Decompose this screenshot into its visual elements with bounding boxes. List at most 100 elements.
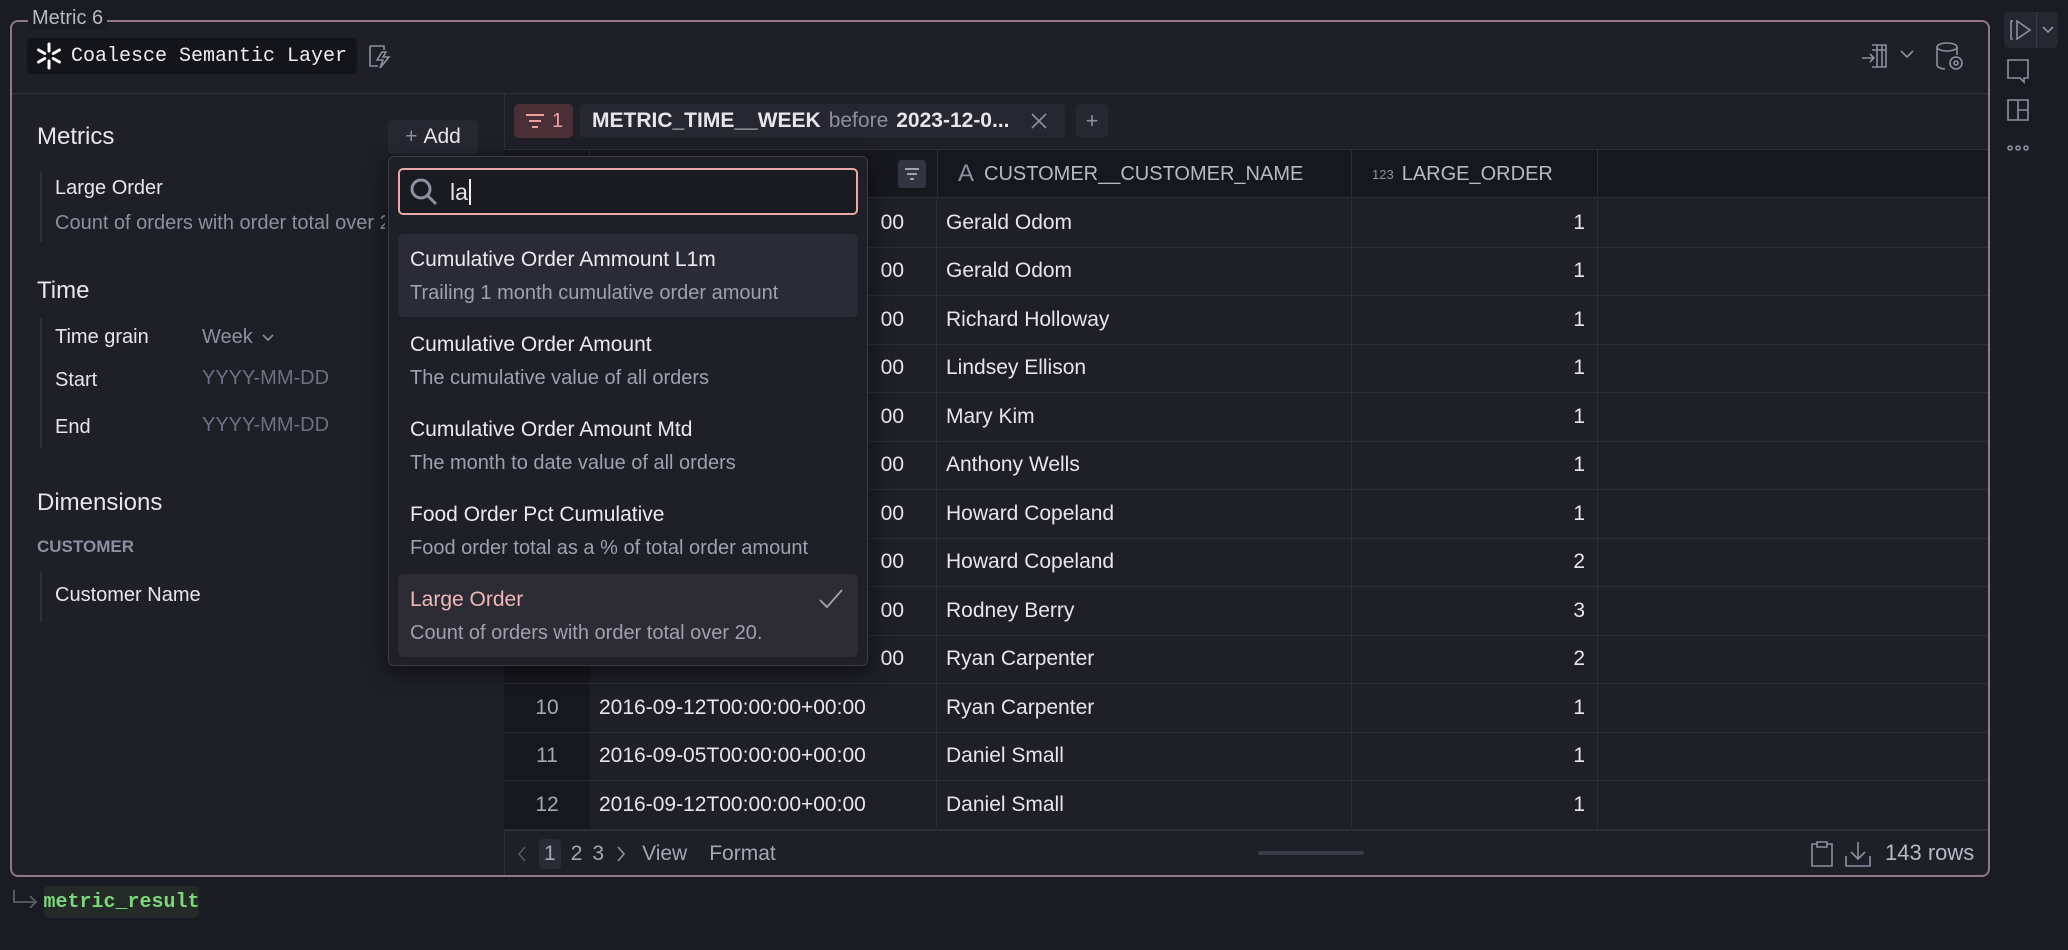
large-order-cell: 1 bbox=[1352, 441, 1598, 489]
filter-count-button[interactable]: 1 bbox=[514, 104, 573, 138]
filter-icon bbox=[525, 114, 544, 128]
metric-time-cell: 00 bbox=[590, 199, 937, 247]
chevron-down-icon[interactable] bbox=[2041, 25, 2055, 35]
column-header-customer-name[interactable]: A CUSTOMER__CUSTOMER_NAME bbox=[937, 150, 1352, 198]
metric-time-cell: 00 bbox=[590, 441, 937, 489]
filter-value: 2023-12-0... bbox=[896, 109, 1010, 132]
filter-count: 1 bbox=[551, 109, 564, 132]
customer-name-cell: Anthony Wells bbox=[937, 441, 1352, 489]
large-order-cell: 3 bbox=[1352, 587, 1598, 635]
customer-name-cell: Howard Copeland bbox=[937, 490, 1352, 538]
cell-title: Metric 6 bbox=[28, 7, 108, 30]
add-filter-button[interactable]: + bbox=[1076, 104, 1108, 138]
metric-option[interactable]: Large Order Count of orders with order to… bbox=[398, 574, 858, 657]
option-description: Food order total as a % of total order a… bbox=[410, 537, 808, 559]
time-grain-select[interactable]: Week bbox=[202, 326, 275, 349]
end-date-input[interactable]: YYYY-MM-DD bbox=[202, 414, 330, 436]
download-icon[interactable] bbox=[1844, 840, 1872, 868]
metric-time-cell: 2016-09-12T00:00:00+00:00 bbox=[590, 684, 937, 732]
column-filter-button[interactable] bbox=[898, 160, 926, 188]
time-heading: Time bbox=[37, 277, 90, 304]
close-icon[interactable] bbox=[1030, 112, 1048, 130]
metric-time-cell: 00 bbox=[590, 538, 937, 586]
row-index: 11 bbox=[504, 732, 590, 780]
metric-time-cell: 00 bbox=[590, 247, 937, 295]
more-icon[interactable] bbox=[2006, 144, 2030, 152]
option-description: The cumulative value of all orders bbox=[410, 367, 710, 389]
start-label: Start bbox=[55, 369, 98, 391]
option-description: Count of orders with order total over 20… bbox=[410, 622, 763, 644]
horizontal-scrollbar[interactable] bbox=[1258, 851, 1364, 855]
metric-time-cell: 00 bbox=[590, 393, 937, 441]
metrics-heading: Metrics bbox=[37, 123, 115, 150]
metric-time-cell: 00 bbox=[590, 635, 937, 683]
filter-chip[interactable]: METRIC_TIME__WEEK before 2023-12-0... bbox=[580, 104, 1065, 138]
add-metric-button[interactable]: + Add bbox=[388, 120, 478, 154]
comment-icon[interactable] bbox=[2006, 58, 2030, 84]
metric-search-input[interactable]: la bbox=[398, 168, 858, 215]
row-index: 12 bbox=[504, 781, 590, 829]
customer-name-cell: Ryan Carpenter bbox=[937, 635, 1352, 683]
connection-selector[interactable]: Coalesce Semantic Layer bbox=[27, 38, 357, 74]
filter-icon bbox=[905, 168, 919, 180]
large-order-cell: 2 bbox=[1352, 635, 1598, 683]
page-3[interactable]: 3 bbox=[592, 842, 605, 865]
table-row[interactable]: 10 2016-09-12T00:00:00+00:00 Ryan Carpente… bbox=[504, 684, 1988, 733]
metrics-list-bar bbox=[40, 172, 42, 242]
bolt-database-icon[interactable] bbox=[364, 40, 396, 72]
metric-search-dropdown: la Cumulative Order Ammount L1m Trailing … bbox=[388, 156, 868, 666]
large-order-cell: 1 bbox=[1352, 490, 1598, 538]
chevron-right-icon[interactable] bbox=[614, 844, 628, 864]
customer-name-cell: Ryan Carpenter bbox=[937, 684, 1352, 732]
metric-time-cell: 2016-09-05T00:00:00+00:00 bbox=[590, 732, 937, 780]
start-date-input[interactable]: YYYY-MM-DD bbox=[202, 367, 330, 389]
page-1[interactable]: 1 bbox=[539, 839, 561, 869]
metric-time-cell: 00 bbox=[590, 296, 937, 344]
column-header-large-order[interactable]: 123 LARGE_ORDER bbox=[1352, 150, 1598, 198]
option-title: Large Order bbox=[410, 588, 524, 611]
layout-icon[interactable] bbox=[2006, 98, 2030, 122]
customer-name-cell: Lindsey Ellison bbox=[937, 344, 1352, 392]
metric-time-cell: 00 bbox=[590, 587, 937, 635]
metric-time-cell: 2016-09-12T00:00:00+00:00 bbox=[590, 781, 937, 829]
dimension-item[interactable]: Customer Name bbox=[55, 584, 201, 606]
output-variable[interactable]: metric_result bbox=[43, 886, 200, 918]
metric-option[interactable]: Cumulative Order Amount The cumulative va… bbox=[398, 319, 858, 402]
export-table-icon[interactable] bbox=[1860, 42, 1892, 70]
format-button[interactable]: Format bbox=[709, 842, 776, 865]
filter-field: METRIC_TIME__WEEK bbox=[592, 109, 821, 132]
metric-option[interactable]: Cumulative Order Amount Mtd The month to … bbox=[398, 404, 858, 487]
option-title: Cumulative Order Amount Mtd bbox=[410, 418, 693, 441]
pagination: 1 2 3 View Format bbox=[515, 838, 776, 870]
metric-option[interactable]: Cumulative Order Ammount L1m Trailing 1 m… bbox=[398, 234, 858, 317]
metric-option[interactable]: Food Order Pct Cumulative Food order tota… bbox=[398, 489, 858, 572]
dimension-group-label: CUSTOMER bbox=[37, 537, 134, 556]
connection-name: Coalesce Semantic Layer bbox=[71, 44, 348, 68]
header-divider bbox=[12, 93, 1988, 94]
large-order-cell: 1 bbox=[1352, 247, 1598, 295]
number-type-icon: 123 bbox=[1372, 166, 1394, 182]
metric-name[interactable]: Large Order bbox=[55, 177, 163, 199]
column-name: CUSTOMER__CUSTOMER_NAME bbox=[984, 162, 1304, 185]
chevron-down-icon[interactable] bbox=[1899, 48, 1915, 60]
metric-time-cell: 00 bbox=[590, 490, 937, 538]
plus-icon: + bbox=[1085, 108, 1099, 133]
time-grain-value: Week bbox=[202, 326, 253, 348]
search-value: la bbox=[450, 178, 471, 205]
dimensions-heading: Dimensions bbox=[37, 489, 163, 516]
filter-divider bbox=[505, 149, 1988, 150]
view-button[interactable]: View bbox=[642, 842, 688, 865]
snowflake-icon bbox=[37, 42, 61, 70]
chevron-left-icon[interactable] bbox=[515, 844, 529, 864]
customer-name-cell: Daniel Small bbox=[937, 732, 1352, 780]
run-button[interactable] bbox=[2004, 12, 2058, 48]
clipboard-icon[interactable] bbox=[1809, 840, 1835, 868]
table-row[interactable]: 11 2016-09-05T00:00:00+00:00 Daniel Small 1 bbox=[504, 732, 1988, 781]
column-name: LARGE_ORDER bbox=[1401, 162, 1553, 185]
database-preview-icon[interactable] bbox=[1934, 40, 1966, 72]
table-row[interactable]: 12 2016-09-12T00:00:00+00:00 Daniel Small 1 bbox=[504, 781, 1988, 830]
page-2[interactable]: 2 bbox=[570, 842, 583, 865]
customer-name-cell: Gerald Odom bbox=[937, 199, 1352, 247]
end-label: End bbox=[55, 416, 91, 438]
filter-operator: before bbox=[828, 109, 889, 132]
